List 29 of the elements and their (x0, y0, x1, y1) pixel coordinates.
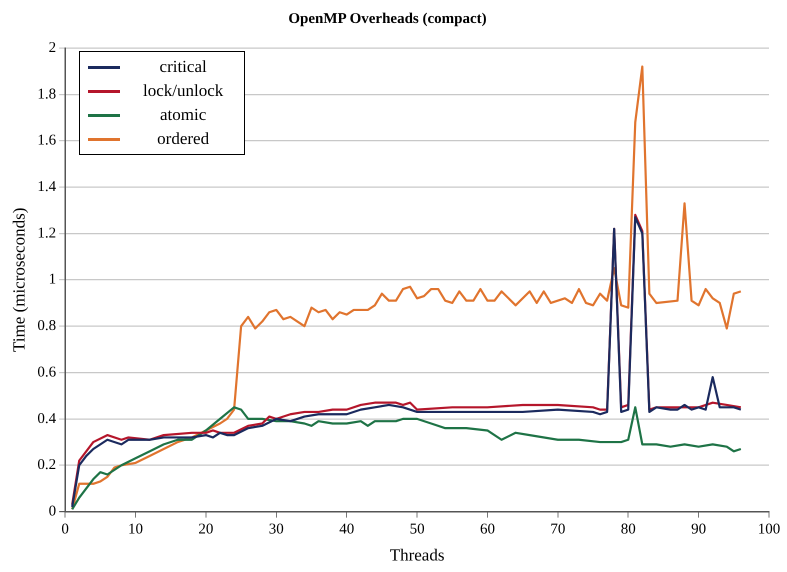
x-tick-label: 0 (61, 522, 69, 538)
x-tick-label: 70 (550, 522, 566, 538)
x-axis-title: Threads (390, 545, 444, 564)
x-tick-label: 30 (268, 522, 284, 538)
x-tick-label: 10 (128, 522, 144, 538)
chart-title: OpenMP Overheads (compact) (288, 10, 487, 27)
x-tick-label: 40 (339, 522, 354, 538)
y-tick-label: 1.2 (37, 225, 56, 242)
y-tick-label: 0.4 (37, 410, 57, 427)
x-tick-label: 20 (198, 522, 214, 538)
x-tick-label: 60 (480, 522, 495, 538)
y-tick-label: 0.6 (37, 364, 57, 380)
y-tick-label: 0.2 (37, 457, 56, 474)
y-axis-title: Time (microseconds) (10, 208, 29, 352)
y-tick-label: 0.8 (37, 318, 56, 334)
x-tick-label: 50 (410, 522, 425, 538)
y-tick-label: 1 (48, 272, 56, 288)
y-tick-label: 1.6 (37, 132, 57, 149)
legend-label: atomic (159, 105, 208, 125)
legend-label: ordered (156, 129, 210, 149)
y-tick-label: 0 (48, 504, 56, 520)
y-tick-label: 2 (48, 40, 56, 56)
y-tick-label: 1.4 (37, 179, 57, 196)
x-tick-label: 90 (691, 522, 706, 538)
legend-label: lock/unlock (142, 81, 224, 101)
legend-label: critical (158, 57, 208, 77)
x-tick-label: 80 (620, 522, 636, 538)
y-tick-label: 1.8 (37, 86, 56, 102)
x-tick-label: 100 (758, 522, 780, 538)
